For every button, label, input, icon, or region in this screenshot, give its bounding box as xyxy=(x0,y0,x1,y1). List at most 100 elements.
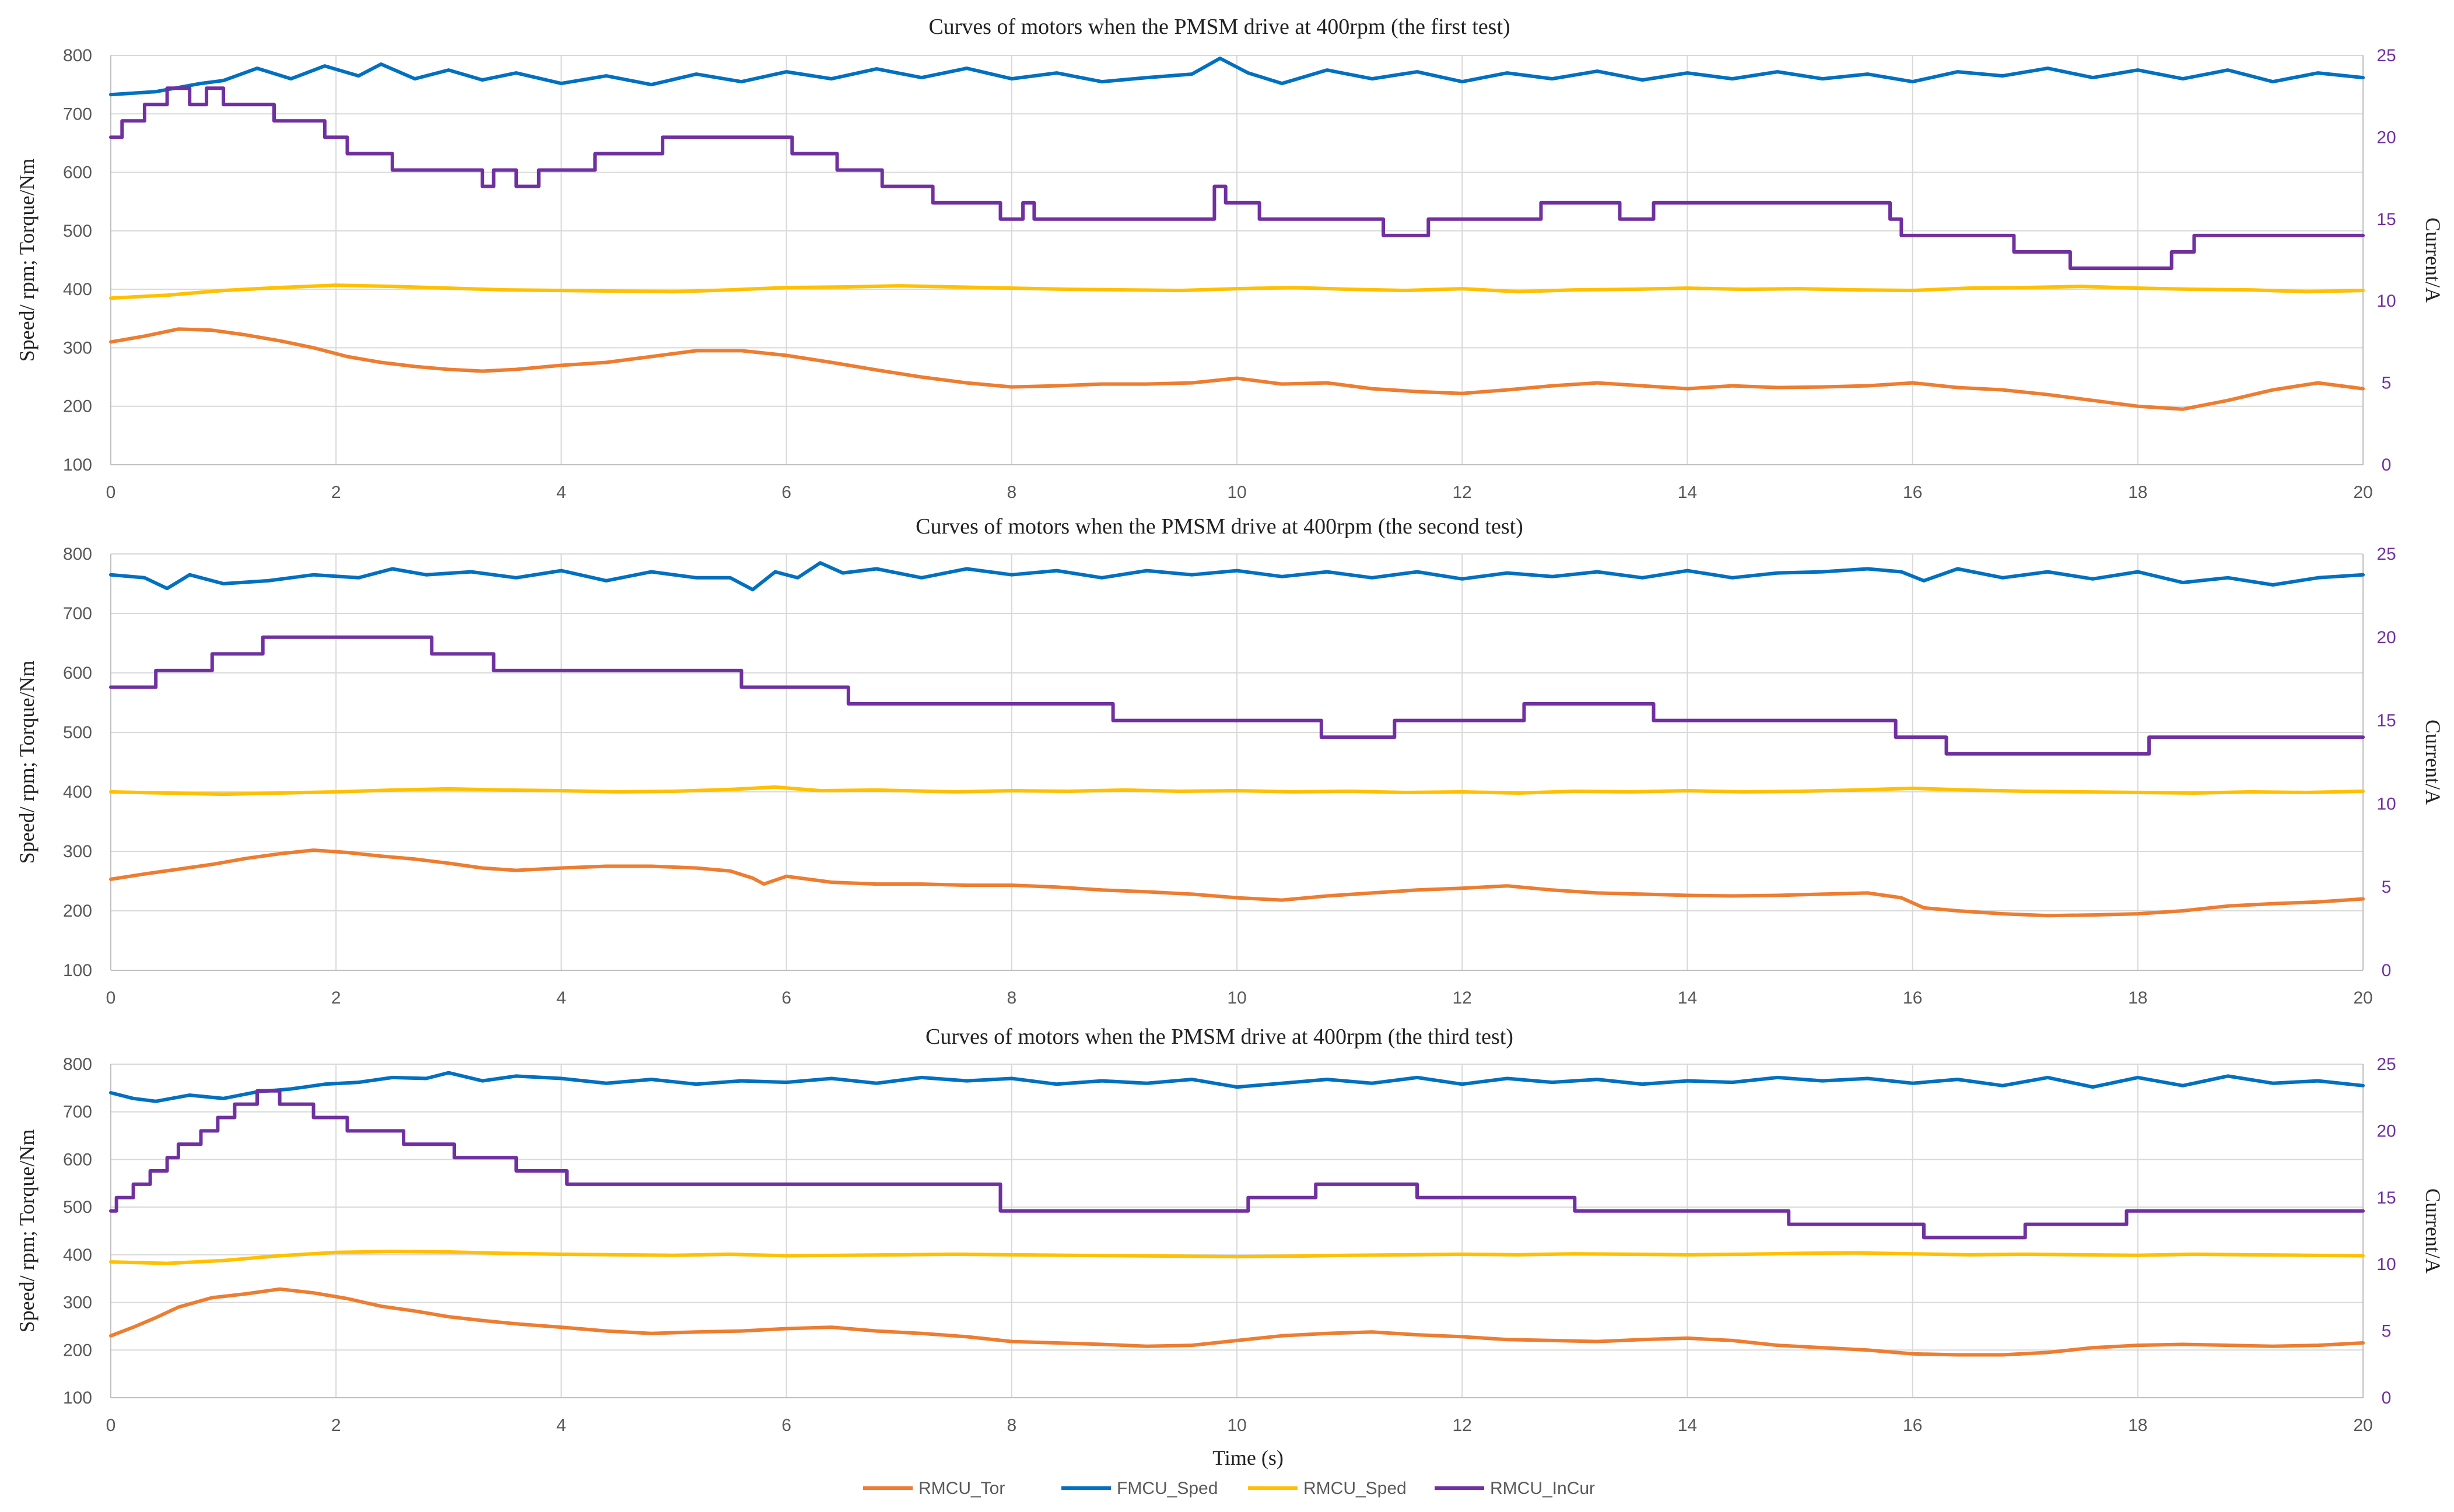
y-tick-label: 500 xyxy=(63,222,92,241)
y-tick-label: 100 xyxy=(63,961,92,980)
x-tick-label: 4 xyxy=(556,988,566,1008)
series-line-rmcu-incur xyxy=(109,86,2365,270)
x-tick-label: 16 xyxy=(1903,988,1922,1008)
x-tick-label: 8 xyxy=(1007,1416,1016,1435)
x-tick-label: 12 xyxy=(1453,483,1472,502)
x-tick-label: 10 xyxy=(1227,483,1246,502)
series-line-rmcu-tor xyxy=(109,848,2365,918)
y-tick-label: 800 xyxy=(63,545,92,564)
y-tick-label: 500 xyxy=(63,723,92,742)
x-tick-label: 6 xyxy=(781,483,791,502)
y2-tick-label: 25 xyxy=(2376,1055,2396,1074)
y-tick-label: 200 xyxy=(63,397,92,416)
y-tick-label: 600 xyxy=(63,664,92,683)
y-tick-label: 200 xyxy=(63,901,92,921)
y-tick-label: 400 xyxy=(63,1246,92,1265)
y2-axis-label: Current/A xyxy=(2421,217,2445,303)
x-tick-label: 14 xyxy=(1678,988,1697,1008)
series-line-rmcu-incur xyxy=(109,1089,2365,1240)
chart-title: Curves of motors when the PMSM drive at … xyxy=(925,1025,1513,1049)
y-tick-label: 300 xyxy=(63,842,92,861)
x-tick-label: 16 xyxy=(1903,483,1922,502)
x-tick-label: 6 xyxy=(781,1416,791,1435)
x-tick-label: 2 xyxy=(331,988,341,1008)
y2-tick-label: 25 xyxy=(2376,545,2396,564)
x-tick-label: 6 xyxy=(781,988,791,1008)
y2-axis-label: Current/A xyxy=(2421,1188,2445,1274)
legend-label: RMCU_Sped xyxy=(1303,1479,1407,1498)
x-tick-label: 2 xyxy=(331,483,341,502)
y2-tick-label: 10 xyxy=(2376,794,2396,813)
y2-tick-label: 5 xyxy=(2382,374,2392,393)
x-tick-label: 14 xyxy=(1678,483,1697,502)
chart-panel-2: Curves of motors when the PMSM drive at … xyxy=(15,514,2445,1008)
chart-panels: Curves of motors when the PMSM drive at … xyxy=(15,15,2445,1435)
y2-tick-label: 5 xyxy=(2382,1322,2392,1341)
chart-title: Curves of motors when the PMSM drive at … xyxy=(916,514,1523,539)
y-tick-label: 100 xyxy=(63,455,92,475)
x-tick-label: 8 xyxy=(1007,988,1016,1008)
legend-item-rmcu-incur: RMCU_InCur xyxy=(1435,1479,1595,1498)
series-line-fmcu-sped xyxy=(109,561,2365,592)
y2-tick-label: 0 xyxy=(2382,1388,2392,1408)
y-axis-label: Speed/ rpm; Torque/Nm xyxy=(15,661,38,864)
y2-tick-label: 15 xyxy=(2376,1188,2396,1208)
chart-panel-3: Curves of motors when the PMSM drive at … xyxy=(15,1025,2445,1435)
x-tick-label: 2 xyxy=(331,1416,341,1435)
x-tick-label: 18 xyxy=(2128,483,2147,502)
x-tick-label: 16 xyxy=(1903,1416,1922,1435)
y-tick-label: 700 xyxy=(63,1103,92,1122)
y-axis-label: Speed/ rpm; Torque/Nm xyxy=(15,1129,38,1333)
y-tick-label: 800 xyxy=(63,46,92,65)
x-tick-label: 10 xyxy=(1227,1416,1246,1435)
legend-label: RMCU_InCur xyxy=(1490,1479,1595,1498)
y-tick-label: 400 xyxy=(63,783,92,802)
x-tick-label: 4 xyxy=(556,1416,566,1435)
y2-axis-label: Current/A xyxy=(2421,720,2445,805)
series-line-rmcu-tor xyxy=(109,327,2365,411)
legend-label: RMCU_Tor xyxy=(919,1479,1005,1498)
y-axis-label: Speed/ rpm; Torque/Nm xyxy=(15,159,38,362)
y2-tick-label: 10 xyxy=(2376,292,2396,311)
series-line-fmcu-sped xyxy=(109,57,2365,97)
y2-tick-label: 5 xyxy=(2382,878,2392,897)
y-tick-label: 800 xyxy=(63,1055,92,1074)
x-tick-label: 14 xyxy=(1678,1416,1697,1435)
y-tick-label: 700 xyxy=(63,604,92,623)
x-tick-label: 12 xyxy=(1453,988,1472,1008)
x-tick-label: 0 xyxy=(106,483,116,502)
y-tick-label: 300 xyxy=(63,1293,92,1313)
series-line-rmcu-tor xyxy=(109,1287,2365,1357)
x-tick-label: 4 xyxy=(556,483,566,502)
x-tick-label: 8 xyxy=(1007,483,1016,502)
x-tick-label: 18 xyxy=(2128,1416,2147,1435)
x-tick-label: 18 xyxy=(2128,988,2147,1008)
series-line-fmcu-sped xyxy=(109,1071,2365,1103)
x-tick-label: 20 xyxy=(2353,483,2372,502)
legend: RMCU_Tor FMCU_Sped RMCU_Sped RMCU_InCur xyxy=(863,1479,1595,1498)
y-tick-label: 400 xyxy=(63,280,92,299)
y-tick-label: 700 xyxy=(63,104,92,124)
legend-item-rmcu-sped: RMCU_Sped xyxy=(1248,1479,1407,1498)
y-tick-label: 600 xyxy=(63,1150,92,1169)
chart-title: Curves of motors when the PMSM drive at … xyxy=(928,15,1510,39)
x-tick-label: 0 xyxy=(106,1416,116,1435)
x-axis-label: Time (s) xyxy=(1212,1446,1284,1469)
x-tick-label: 12 xyxy=(1453,1416,1472,1435)
y2-tick-label: 0 xyxy=(2382,455,2392,475)
x-tick-label: 20 xyxy=(2353,1416,2372,1435)
y2-tick-label: 25 xyxy=(2376,46,2396,65)
y2-tick-label: 20 xyxy=(2376,1121,2396,1141)
y-tick-label: 100 xyxy=(63,1388,92,1408)
x-tick-label: 10 xyxy=(1227,988,1246,1008)
x-tick-label: 20 xyxy=(2353,988,2372,1008)
y2-tick-label: 10 xyxy=(2376,1255,2396,1274)
y2-tick-label: 0 xyxy=(2382,961,2392,980)
y-tick-label: 300 xyxy=(63,338,92,357)
legend-item-rmcu-tor: RMCU_Tor xyxy=(863,1479,1005,1498)
y2-tick-label: 15 xyxy=(2376,711,2396,731)
series-line-rmcu-sped xyxy=(109,1250,2365,1265)
y2-tick-label: 20 xyxy=(2376,628,2396,647)
